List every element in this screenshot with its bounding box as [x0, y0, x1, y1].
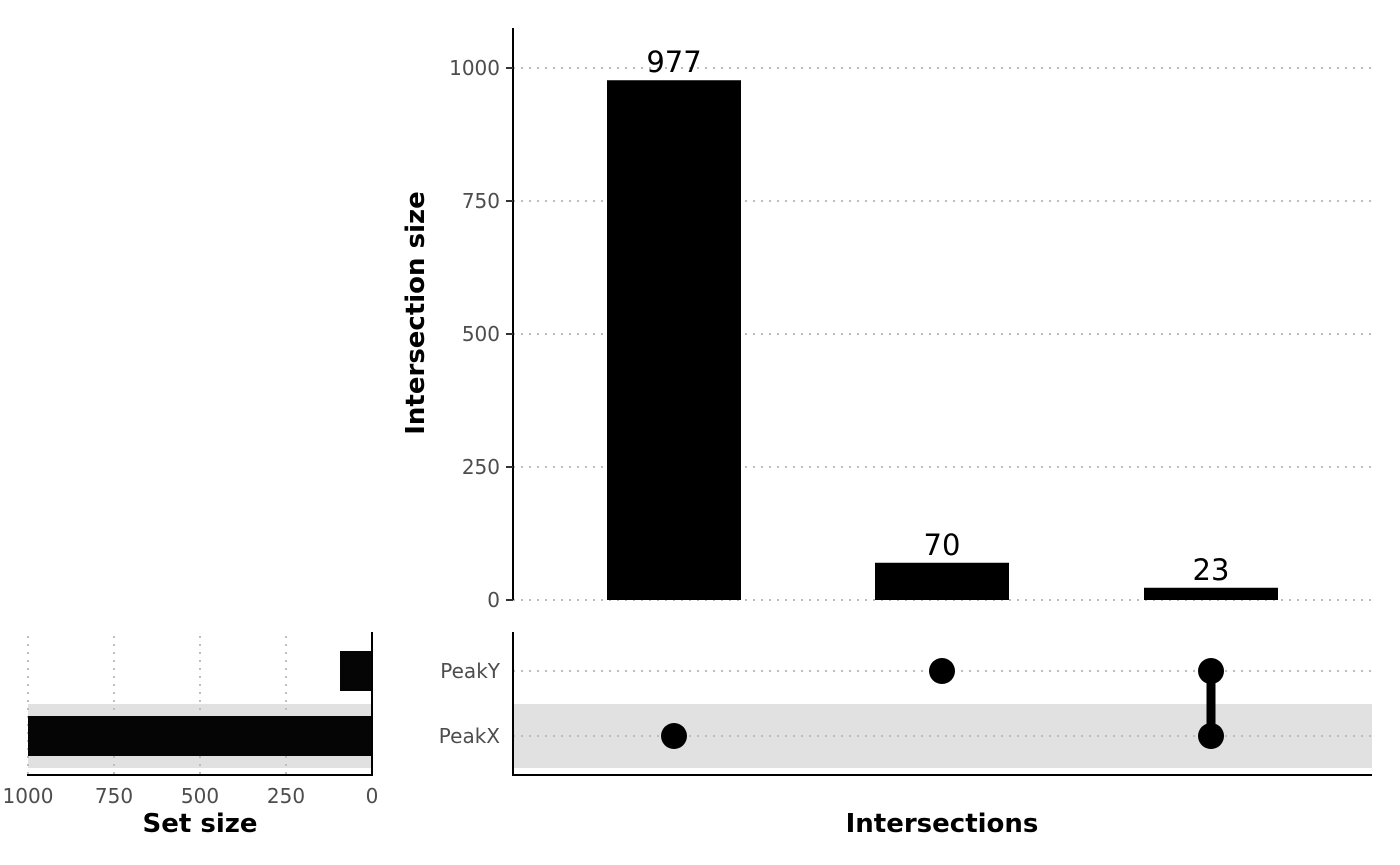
- set-label-peaky: PeakY: [440, 659, 500, 683]
- set-label-peakx: PeakX: [439, 724, 500, 748]
- set-size-axis-title: Set size: [143, 809, 258, 839]
- intersection-bar: [875, 562, 1009, 600]
- intersection-bar-label: 23: [1193, 553, 1230, 587]
- set-size-tick-label: 0: [366, 784, 379, 808]
- set-size-tick-label: 500: [181, 784, 219, 808]
- set-size-bar-peakx: [28, 716, 372, 756]
- matrix-row-shade-peakx: [513, 704, 1372, 768]
- set-size-tick-label: 750: [95, 784, 133, 808]
- set-size-tick-label: 1000: [3, 784, 54, 808]
- matrix-dot-peakx: [661, 723, 687, 749]
- matrix-dot-peaky: [929, 658, 955, 684]
- intersection-matrix: [661, 658, 1224, 749]
- y-tick-label: 1000: [449, 56, 500, 80]
- matrix-panel-background: [513, 704, 1372, 768]
- axes: [27, 28, 1372, 776]
- intersection-bar: [607, 80, 741, 600]
- y-tick-label: 750: [462, 189, 500, 213]
- y-tick-label: 0: [487, 588, 500, 612]
- tick-marks-and-labels: 0 250 500 750 1000 PeakY PeakX 1000 750 500 250 0: [3, 56, 513, 808]
- matrix-dot-peaky: [1198, 658, 1224, 684]
- x-axis-title: Intersections: [846, 809, 1039, 839]
- set-size-tick-label: 250: [267, 784, 305, 808]
- set-size-bar-peaky: [340, 651, 372, 691]
- intersection-bar-label: 70: [924, 528, 961, 562]
- intersection-bar: [1144, 587, 1278, 600]
- matrix-dot-peakx: [1198, 723, 1224, 749]
- intersection-bars: 977 70 23: [607, 45, 1278, 600]
- y-tick-label: 500: [462, 322, 500, 346]
- y-tick-label: 250: [462, 455, 500, 479]
- set-size-bars: [28, 651, 372, 756]
- axis-titles: Intersection size Intersections Set size: [143, 191, 1039, 839]
- intersection-bar-label: 977: [646, 45, 701, 79]
- y-axis-title: Intersection size: [401, 191, 431, 435]
